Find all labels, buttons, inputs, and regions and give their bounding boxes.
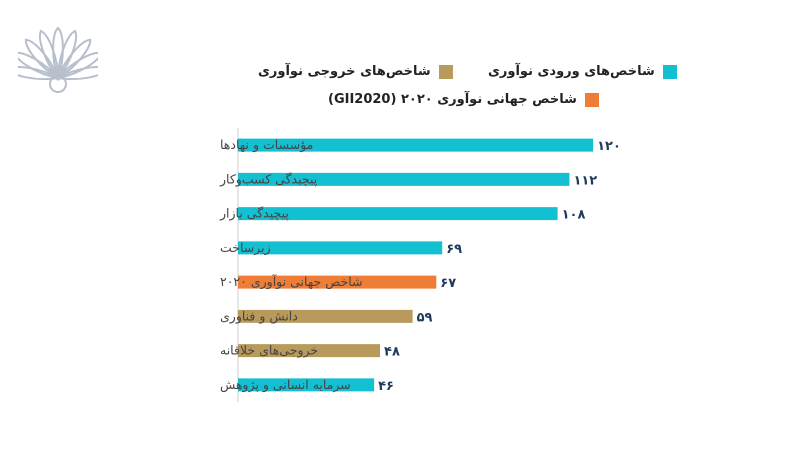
logo-petal [18,66,61,81]
legend-label-input: شاخص‌های ورودی نوآوری [488,64,655,79]
legend-label-output: شاخص‌های خروجی نوآوری [258,64,431,79]
logo-petal [39,29,60,81]
data-label: ۴۸ [384,345,400,360]
logo-base [49,75,67,93]
legend-input-indicators: شاخص‌های ورودی نوآوری [488,64,677,79]
logo-petal [56,29,77,81]
bar [238,207,558,221]
category-label: سرمایه انسانی و پژوهش [220,377,351,393]
legend-swatch-output [438,64,453,79]
category-label: زیرساخت [220,240,271,256]
data-label: ۵۹ [417,310,433,325]
bar [238,138,594,152]
data-label: ۱۱۲ [573,173,597,188]
legend-output-indicators: شاخص‌های خروجی نوآوری [258,64,453,79]
shell-logo-icon [18,26,98,93]
logo-petal [56,38,92,81]
bar [238,172,570,186]
category-label: خروجی‌های خلاقانه [220,343,318,359]
legend-swatch-gii [584,92,599,107]
category-label: مؤسسات و نهادها [220,137,313,153]
data-label: ۴۶ [378,379,394,394]
category-label: پیچیدگی بازار [219,206,289,222]
legend-gii-2020: شاخص جهانی نوآوری ۲۰۲۰ (GII2020) [328,92,599,107]
category-label: شاخص جهانی نوآوری ۲۰۲۰ [220,274,363,290]
bar [238,344,381,358]
category-label: پیچیدگی کسب‌وکار [219,171,318,187]
category-label: دانش و فناوری [220,308,298,324]
logo-petal [55,66,98,81]
data-label: ۱۰۸ [562,208,586,223]
logo-petal [24,38,60,81]
bar [238,378,375,392]
logo-petal [55,51,98,80]
legend-label-gii: شاخص جهانی نوآوری ۲۰۲۰ (GII2020) [328,92,577,107]
data-label: ۶۹ [446,242,462,257]
bar [238,309,413,323]
bar [238,275,437,289]
logo-petal [52,26,64,82]
legend-swatch-input [662,64,677,79]
data-label: ۶۷ [440,276,456,291]
data-label: ۱۲۰ [597,139,621,154]
logo-petal [18,51,61,80]
bar [238,241,443,255]
